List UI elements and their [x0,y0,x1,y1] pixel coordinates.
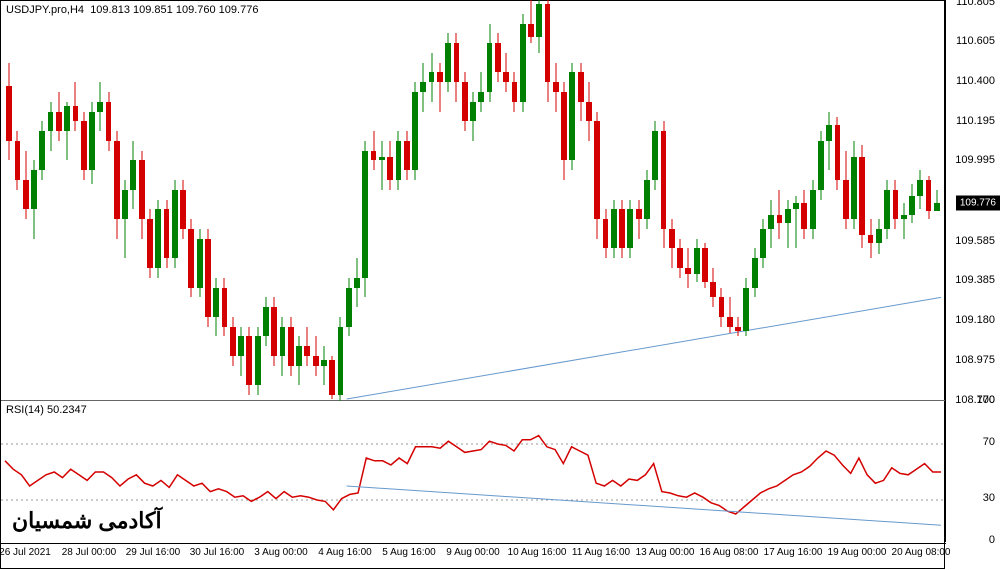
time-label: 19 Aug 00:00 [828,547,887,558]
rsi-y-label: 0 [989,534,995,546]
time-label: 16 Aug 08:00 [700,547,759,558]
time-label: 3 Aug 00:00 [254,547,307,558]
rsi-label: RSI(14) 50.2347 [6,404,87,416]
price-y-label: 110.195 [956,115,995,127]
time-label: 30 Jul 16:00 [190,547,245,558]
current-price-badge: 109.776 [956,196,1000,211]
time-label: 20 Aug 08:00 [892,547,951,558]
price-y-label: 109.180 [955,314,995,326]
time-label: 26 Jul 2021 [0,547,51,558]
price-y-label: 110.400 [956,75,995,87]
time-label: 4 Aug 16:00 [318,547,371,558]
time-label: 28 Jul 00:00 [62,547,117,558]
price-y-label: 108.975 [955,354,995,366]
y-axis: 110.805 110.605 110.400 110.195 109.995 109.7… [945,0,1000,542]
time-label: 11 Aug 16:00 [572,547,630,558]
price-panel[interactable]: USDJPY.pro,H4 109.813 109.851 109.760 10… [1,1,946,401]
time-label: 5 Aug 16:00 [382,547,435,558]
time-axis: 26 Jul 2021 28 Jul 00:00 29 Jul 16:00 30 Ju… [1,543,946,570]
price-y-label: 110.605 [956,35,995,47]
time-label: 9 Aug 00:00 [446,547,499,558]
watermark: آکادمی شمسیان [12,508,162,534]
chart-container: USDJPY.pro,H4 109.813 109.851 109.760 10… [0,0,945,569]
price-y-label: 110.805 [956,0,995,8]
price-y-label: 109.995 [955,154,995,166]
price-y-label: 109.585 [955,235,995,247]
rsi-y-label: 30 [983,492,995,504]
time-label: 13 Aug 00:00 [636,547,695,558]
symbol-label: USDJPY.pro,H4 109.813 109.851 109.760 10… [6,4,258,16]
time-label: 17 Aug 16:00 [764,547,823,558]
rsi-y-label: 70 [983,436,995,448]
rsi-y-label: 100 [977,394,995,406]
time-label: 10 Aug 16:00 [508,547,567,558]
time-label: 29 Jul 16:00 [126,547,181,558]
price-y-label: 109.385 [955,274,995,286]
